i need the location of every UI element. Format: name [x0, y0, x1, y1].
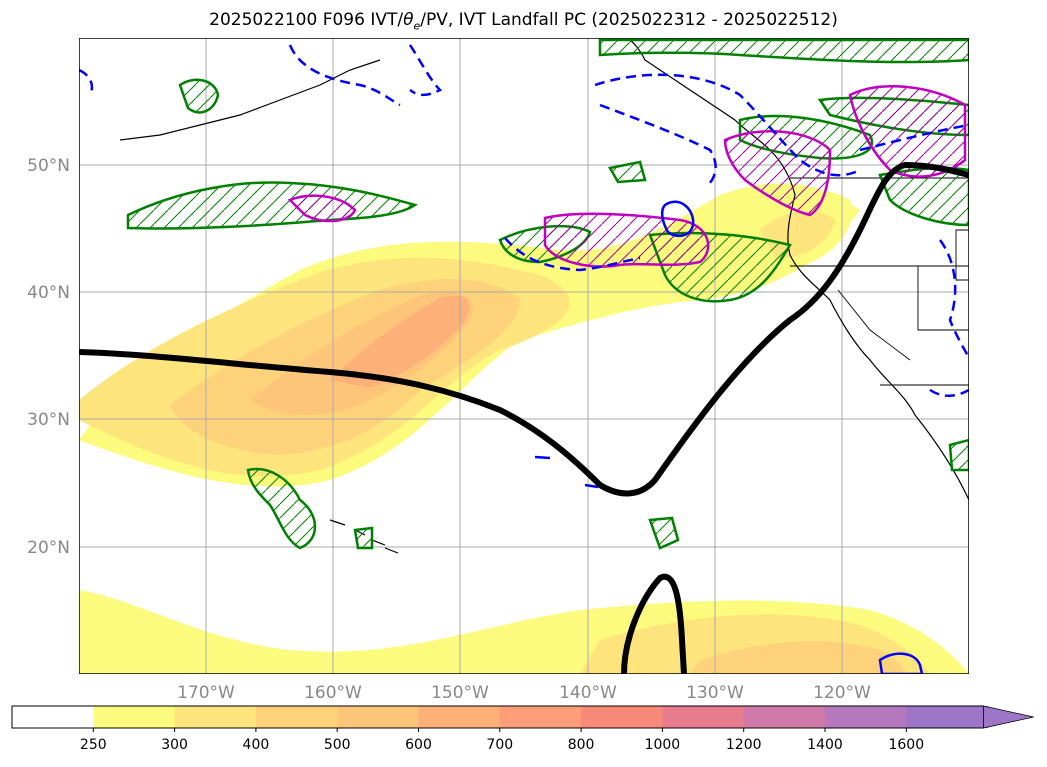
colorbar-segment: [581, 706, 663, 728]
colorbar-tick-label: 700: [486, 737, 513, 753]
colorbar-segment: [255, 706, 338, 728]
colorbar-tick-label: 1000: [645, 737, 681, 753]
colorbar-tick-label: 1400: [807, 737, 843, 753]
colorbar-segment: [174, 706, 257, 728]
colorbar-tick-label: 400: [243, 737, 270, 753]
alaska-islands: [119, 59, 381, 141]
lon-label-140w: 140°W: [559, 683, 617, 703]
colorbar-segment: [906, 706, 989, 728]
lon-labels: 170°W 160°W 150°W 140°W 130°W 120°W: [177, 683, 871, 703]
colorbar-tick-label: 300: [161, 737, 188, 753]
colorbar-tick-label: 1600: [888, 737, 924, 753]
colorbar-segment: [418, 706, 501, 728]
colorbar-segment: [12, 706, 94, 728]
colorbar: 250 300 400 500 600 700 800 1000 1200 1400 1600: [11, 705, 1034, 753]
map-area: [79, 38, 969, 674]
lon-label-160w: 160°W: [304, 683, 362, 703]
colorbar-segment: [337, 706, 419, 728]
blue-solid-contours: [534, 200, 924, 674]
ivt-south-400: [690, 641, 905, 674]
colorbar-segment: [825, 706, 907, 728]
ivt-600-core: [330, 295, 470, 388]
lon-label-150w: 150°W: [431, 683, 489, 703]
lon-label-130w: 130°W: [686, 683, 744, 703]
colorbar-tick-label: 600: [405, 737, 432, 753]
pv-hatched-regions: [287, 85, 967, 268]
blue-dashed-contours: [79, 44, 969, 397]
state-borders: [790, 177, 969, 386]
colorbar-tick-label: 800: [568, 737, 595, 753]
colorbar-segment: [662, 706, 745, 728]
lat-labels: 50°N 40°N 30°N 20°N: [27, 156, 70, 558]
gridlines: [79, 38, 969, 674]
lat-label-20: 20°N: [27, 538, 70, 558]
colorbar-segment: [499, 706, 582, 728]
landfall-pc-line: [79, 161, 969, 674]
colorbar-outline: [11, 705, 984, 729]
colorbar-segment: [743, 706, 826, 728]
lon-label-170w: 170°W: [177, 683, 235, 703]
colorbar-segment: [93, 706, 176, 728]
colorbar-tick-label: 250: [80, 737, 107, 753]
colorbar-tick-label: 1200: [726, 737, 762, 753]
lat-label-40: 40°N: [27, 283, 70, 303]
lat-label-50: 50°N: [27, 156, 70, 176]
map-title: 2025022100 F096 IVT/θe/PV, IVT Landfall …: [209, 10, 838, 33]
lon-label-120w: 120°W: [813, 683, 871, 703]
lat-label-30: 30°N: [27, 410, 70, 430]
colorbar-tick-label: 500: [324, 737, 351, 753]
colorbar-extend-arrow: [983, 705, 1034, 729]
